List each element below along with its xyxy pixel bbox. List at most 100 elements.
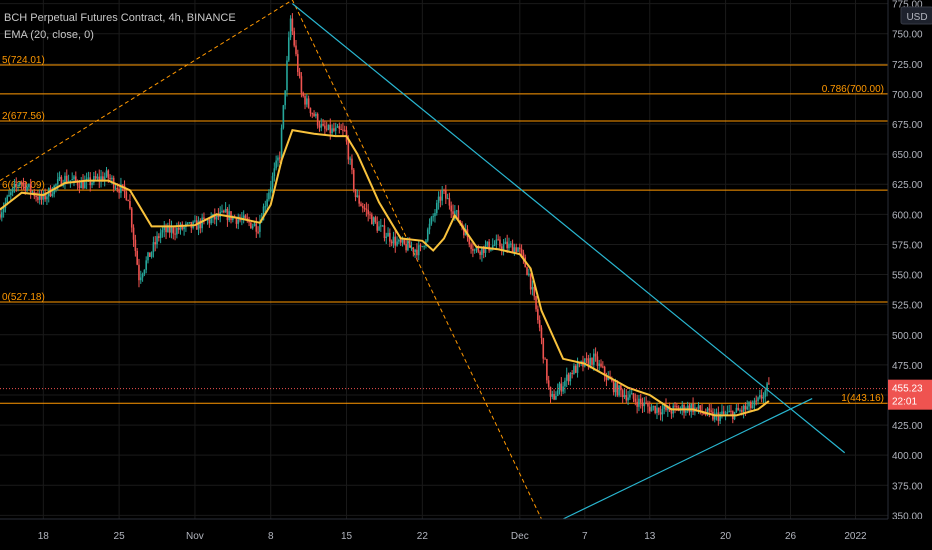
candle-body <box>278 157 281 159</box>
candle-body <box>481 246 483 255</box>
time-tick-label: 20 <box>720 531 732 542</box>
candle-body <box>508 243 510 249</box>
time-axis[interactable]: 18 25 Nov 8 15 22 Dec 7 13 20 26 2022 <box>0 518 932 550</box>
price-tick-label: 500.00 <box>892 331 923 342</box>
price-tick-label: 375.00 <box>892 481 923 492</box>
candle-body <box>553 394 555 400</box>
candle-body <box>221 210 223 212</box>
candle-body <box>24 183 27 191</box>
candle-body <box>751 405 754 409</box>
time-tick-label: 7 <box>582 531 588 542</box>
candle-body <box>768 383 770 385</box>
candle-body <box>167 225 169 233</box>
candle-body <box>325 128 328 130</box>
time-tick-label: 26 <box>785 531 797 542</box>
candle-body <box>598 363 601 366</box>
candle-body <box>306 98 308 105</box>
candle-body <box>439 196 442 201</box>
candle-body <box>94 176 97 179</box>
candle-body <box>206 219 209 221</box>
candle-body <box>648 406 651 412</box>
candle-body <box>38 193 41 200</box>
candle-body <box>116 187 119 190</box>
candle-body <box>42 192 45 200</box>
price-tick-label: 525.00 <box>892 301 923 312</box>
candle-body <box>313 113 315 117</box>
candle-body <box>242 215 245 219</box>
candle-body <box>286 60 288 91</box>
candle-body <box>188 221 191 223</box>
time-tick-label: Dec <box>511 531 529 542</box>
price-axis[interactable]: 350.00375.00400.00425.00450.00475.00500.… <box>887 0 932 550</box>
candle-body <box>226 208 229 221</box>
fib-levels[interactable]: 5(724.01)0.786(700.00)2(677.56)6(620.09)… <box>0 55 888 404</box>
candle-body <box>376 221 379 231</box>
candle-body <box>477 247 480 252</box>
price-tick-label: 750.00 <box>892 30 923 41</box>
candle-body <box>291 18 294 32</box>
candle-body <box>416 249 418 256</box>
candle-body <box>435 202 438 214</box>
candle-body <box>531 286 534 290</box>
candle-body <box>19 182 21 185</box>
candle-body <box>585 358 588 360</box>
candle-body <box>118 189 120 193</box>
candle-body <box>493 244 496 246</box>
candle-body <box>634 398 637 402</box>
candle-body <box>380 225 382 227</box>
candle-body <box>91 182 93 186</box>
price-tick-label: 575.00 <box>892 240 923 251</box>
candle-body <box>432 216 434 218</box>
candle-body <box>176 227 178 235</box>
candle-body <box>111 177 113 179</box>
candle-body <box>58 176 61 180</box>
candle-body <box>656 407 658 414</box>
candle-body <box>186 222 189 224</box>
candle-body <box>589 357 591 367</box>
candle-body <box>136 250 138 265</box>
candle-body <box>150 252 153 257</box>
candle-body <box>102 176 104 181</box>
candle-body <box>517 247 519 252</box>
fib-level-label: 2(677.56) <box>2 111 45 122</box>
candle-body <box>307 98 310 108</box>
candle-body <box>454 211 456 215</box>
candle-body <box>593 353 595 365</box>
candle-body <box>396 241 398 246</box>
candle-body <box>87 177 90 179</box>
candle-body <box>715 412 718 414</box>
candle-body <box>392 236 395 244</box>
fib-projection[interactable] <box>0 0 542 520</box>
candle-body <box>721 411 723 415</box>
time-tick-label: Nov <box>186 531 204 542</box>
candle-body <box>491 245 494 250</box>
candle-body <box>750 401 752 409</box>
candle-body <box>340 129 342 131</box>
trendline <box>292 3 846 454</box>
candle-body <box>657 407 660 413</box>
candle-body <box>46 196 48 200</box>
candle-body <box>277 157 279 161</box>
candle-body <box>414 249 416 252</box>
candle-body <box>741 410 743 412</box>
candle-body <box>659 412 662 415</box>
candle-body <box>511 243 514 254</box>
candle-body <box>6 196 9 203</box>
candle-body <box>383 225 386 238</box>
candle-body <box>445 190 447 199</box>
candle-body <box>174 233 176 235</box>
candle-body <box>596 356 599 366</box>
candle-body <box>159 232 162 238</box>
candle-body <box>706 408 709 415</box>
trendlines[interactable] <box>292 3 846 520</box>
candle-body <box>342 129 344 131</box>
candle-body <box>753 400 756 406</box>
candle-body <box>356 195 359 198</box>
candle-body <box>60 176 63 186</box>
candle-body <box>670 411 673 414</box>
candle-body <box>594 353 597 357</box>
candle-body <box>322 123 324 126</box>
candle-body <box>623 395 626 398</box>
candle-body <box>203 217 205 220</box>
